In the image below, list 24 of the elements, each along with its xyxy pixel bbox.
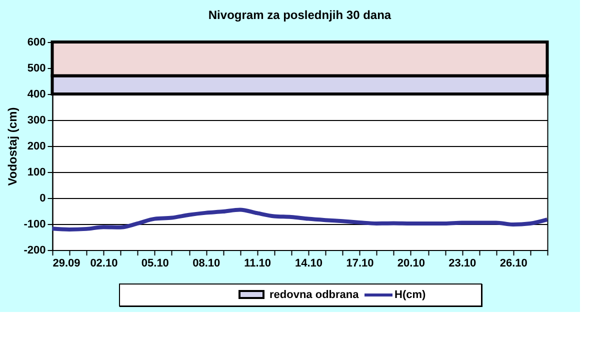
y-tick-label: -200 <box>24 244 46 256</box>
y-axis-title: Vodostaj (cm) <box>6 107 20 186</box>
x-tick-label: 08.10 <box>192 258 220 270</box>
x-tick-label: 26.10 <box>500 258 528 270</box>
chart-title: Nivogram za poslednjih 30 dana <box>208 8 392 22</box>
y-tick-label: 200 <box>27 140 46 152</box>
x-tick-label: 14.10 <box>295 258 323 270</box>
line-series <box>50 208 550 232</box>
x-tick-label: 20.10 <box>397 258 425 270</box>
y-tick-label: 400 <box>27 88 46 100</box>
y-tick-label: 100 <box>27 166 46 178</box>
x-tick-label: 17.10 <box>346 258 374 270</box>
legend-label: H(cm) <box>394 289 426 301</box>
y-tick-label: 500 <box>27 62 46 74</box>
y-tick-label: -100 <box>24 218 46 230</box>
x-tick-label: 23.10 <box>448 258 476 270</box>
y-tick-label: 600 <box>27 36 46 48</box>
y-tick-label: 300 <box>27 114 46 126</box>
x-tick-label: 02.10 <box>90 258 118 270</box>
y-tick-label: 0 <box>40 192 46 204</box>
x-tick-label: 29.09 <box>52 258 80 270</box>
x-tick-label: 11.10 <box>244 258 272 270</box>
x-tick-label: 05.10 <box>141 258 169 270</box>
legend-label: redovna odbrana <box>270 289 360 301</box>
